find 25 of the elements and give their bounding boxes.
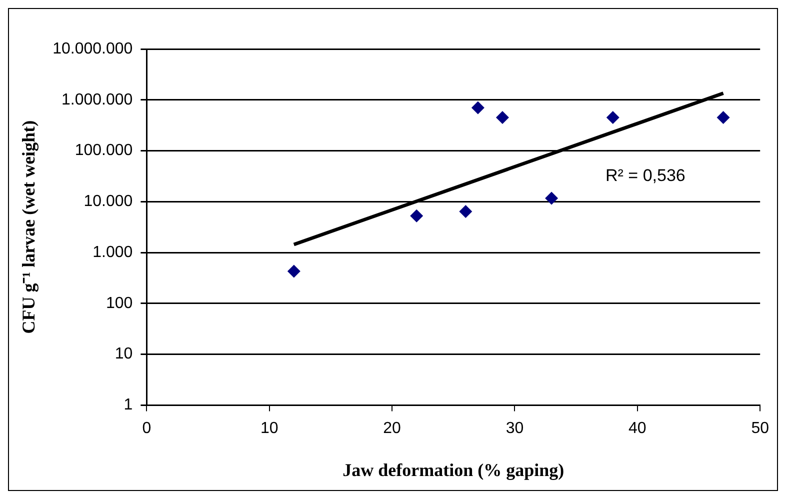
- x-axis-title: Jaw deformation (% gaping): [342, 460, 564, 480]
- y-tick-label: 100.000: [74, 142, 133, 160]
- point: [459, 205, 472, 218]
- x-tick-label: 30: [506, 420, 524, 438]
- point: [287, 264, 300, 278]
- y-tick-label: 1.000: [92, 244, 133, 261]
- y-tick-label: 10.000: [84, 193, 133, 210]
- y-tick-label: 100: [106, 294, 133, 312]
- point: [545, 192, 558, 205]
- point: [496, 111, 509, 124]
- y-axis-title: CFU g⁻¹ larvae (wet weight): [18, 120, 38, 334]
- point: [606, 111, 620, 124]
- y-tick-label: 1.000.000: [61, 91, 133, 108]
- x-tick-label: 50: [751, 420, 770, 438]
- y-tick-label: 10.000.000: [52, 40, 133, 58]
- y-tick-label: 1: [124, 396, 133, 414]
- y-tick-label: 10: [114, 346, 133, 363]
- point: [471, 101, 484, 114]
- point: [716, 111, 730, 124]
- x-tick-label: 40: [628, 420, 646, 438]
- x-tick-label: 10: [260, 420, 278, 438]
- annotation: R² = 0,536: [606, 166, 686, 185]
- x-tick-label: 20: [383, 420, 402, 438]
- point: [410, 209, 424, 222]
- x-tick-label: 0: [142, 420, 152, 438]
